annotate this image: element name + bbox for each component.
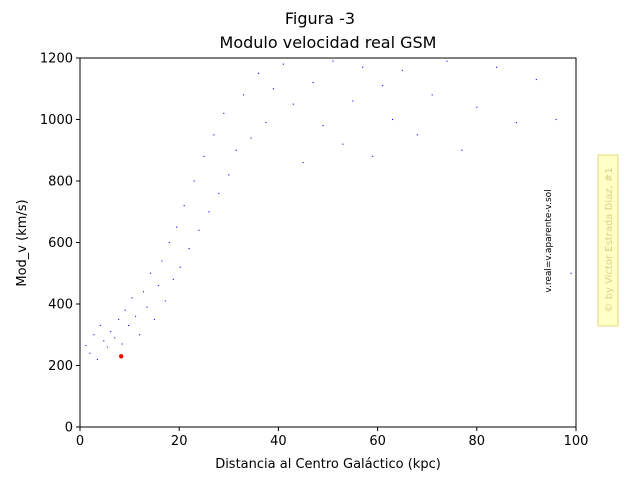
data-point — [496, 66, 498, 68]
data-point — [146, 306, 148, 308]
data-point — [99, 324, 101, 327]
data-point — [243, 94, 245, 96]
data-point — [332, 60, 334, 62]
y-axis-label: Mod_v (km/s) — [15, 199, 30, 286]
y-tick-label: 400 — [48, 298, 73, 313]
watermark-box — [597, 154, 619, 327]
watermark-text: © by Victor Estrada Diaz, #1 — [604, 167, 615, 312]
data-point — [352, 100, 354, 102]
x-tick-label: 80 — [469, 434, 486, 449]
y-axis: 0 200 400 600 800 1000 1200 — [40, 52, 80, 436]
data-point — [93, 334, 95, 336]
y-tick-label: 800 — [48, 175, 73, 190]
data-point — [149, 272, 152, 274]
x-tick-label: 60 — [369, 434, 386, 449]
data-point — [401, 69, 403, 71]
data-point — [250, 137, 252, 139]
data-point — [172, 278, 174, 280]
data-point — [96, 358, 98, 360]
data-point — [124, 309, 126, 311]
x-tick-label: 0 — [76, 434, 84, 449]
data-point — [362, 66, 364, 68]
data-point — [103, 340, 105, 342]
data-point — [292, 103, 294, 105]
data-point — [223, 112, 225, 114]
data-point — [555, 118, 557, 121]
data-point — [142, 291, 145, 293]
data-point — [235, 149, 237, 151]
data-point — [153, 318, 155, 320]
data-point — [218, 192, 220, 194]
data-point — [198, 229, 200, 231]
y-tick-label: 1200 — [40, 52, 73, 67]
data-point — [161, 260, 163, 262]
data-point — [193, 180, 195, 182]
data-point — [391, 118, 394, 121]
data-point — [188, 248, 190, 250]
data-point — [416, 134, 418, 136]
data-point — [128, 324, 130, 327]
data-point — [131, 297, 133, 299]
data-point — [168, 241, 170, 244]
x-tick-label: 100 — [564, 434, 589, 449]
data-point — [179, 266, 181, 268]
data-point — [322, 125, 324, 127]
data-point — [121, 343, 123, 345]
data-point — [431, 94, 433, 96]
data-point — [372, 155, 374, 157]
x-axis-label: Distancia al Centro Galáctico (kpc) — [215, 457, 441, 472]
y-tick-label: 1000 — [40, 113, 73, 128]
data-point — [183, 205, 185, 207]
highlight-point — [118, 354, 124, 359]
data-point — [157, 284, 159, 287]
data-point — [446, 60, 448, 62]
chart-title: Modulo velocidad real GSM — [220, 33, 437, 52]
data-point — [138, 334, 141, 336]
y-tick-label: 0 — [65, 421, 73, 436]
data-point — [118, 318, 120, 320]
data-point — [228, 174, 230, 176]
annotation-label: v.real=v.aparente-v.sol — [544, 189, 554, 292]
data-point — [302, 161, 304, 164]
y-tick-label: 200 — [48, 359, 73, 374]
figure-suptitle: Figura -3 — [285, 9, 355, 28]
data-point — [164, 300, 166, 302]
data-point — [461, 149, 463, 151]
points-layer — [85, 60, 572, 360]
data-point — [381, 85, 384, 87]
data-point — [312, 82, 314, 84]
data-point — [110, 331, 112, 333]
data-point — [570, 272, 572, 274]
data-point — [257, 72, 260, 74]
data-point — [176, 226, 178, 228]
plot-frame — [79, 57, 577, 428]
data-point — [515, 121, 518, 124]
data-point — [535, 78, 537, 81]
data-point — [134, 315, 137, 317]
data-point — [89, 352, 91, 354]
data-point — [265, 121, 267, 124]
data-point — [476, 106, 478, 108]
data-point — [213, 134, 215, 136]
data-point — [342, 143, 344, 145]
data-point — [203, 155, 205, 157]
y-tick-label: 600 — [48, 236, 73, 251]
x-tick-label: 20 — [171, 434, 188, 449]
data-point — [282, 63, 284, 65]
x-axis: 0 20 40 60 80 100 — [76, 427, 589, 449]
data-point — [208, 211, 210, 213]
data-point — [85, 344, 87, 347]
data-point — [114, 337, 116, 339]
x-tick-label: 40 — [270, 434, 287, 449]
data-point — [272, 88, 275, 90]
data-point — [106, 346, 108, 348]
